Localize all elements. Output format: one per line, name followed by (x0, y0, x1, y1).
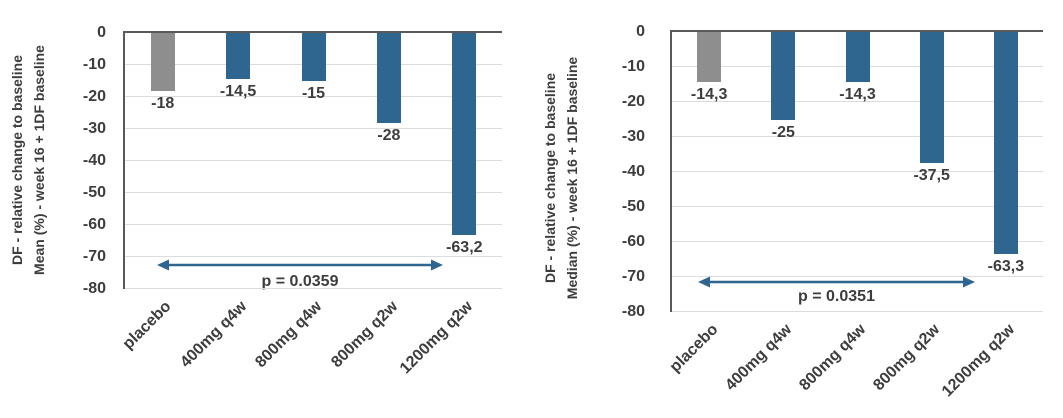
bar-1200mg-q2w (452, 33, 477, 236)
chart-median-panel: DF - relative change to baseline Median … (531, 0, 1063, 418)
y-tick-label: -10 (82, 56, 106, 73)
y-tick-label: -10 (621, 58, 645, 75)
y-tick-label: -80 (621, 303, 645, 320)
p-value-label-median: p = 0.0351 (798, 288, 875, 305)
y-tick-label: -50 (82, 184, 106, 201)
x-category-label: 1200mg q2w (938, 321, 1018, 401)
bar-value-label: -14,3 (690, 86, 728, 104)
gridline (125, 288, 502, 289)
bar-400mg-q4w (771, 32, 796, 120)
p-value-label-mean: p = 0.0359 (261, 273, 339, 290)
x-category-label: 800mg q2w (870, 321, 944, 395)
y-axis-title-line1: DF - relative change to baseline (9, 54, 25, 266)
bar-800mg-q2w (376, 33, 401, 123)
y-tick-label: -20 (82, 88, 106, 105)
y-tick-label: -40 (82, 152, 106, 169)
gridline (672, 206, 1043, 207)
bar-value-label: -37,5 (913, 167, 950, 185)
bar-1200mg-q2w (993, 32, 1018, 254)
x-category-label: placebo (666, 321, 722, 376)
y-tick-label: -60 (82, 216, 106, 233)
gridline (125, 96, 502, 97)
bar-value-label: -25 (771, 123, 795, 141)
chart-mean-panel: DF - relative change to baseline Mean (%… (0, 0, 531, 418)
bar-400mg-q4w (226, 33, 251, 80)
y-tick-label: -80 (82, 280, 106, 297)
y-tick-label: -30 (82, 120, 106, 137)
y-tick-label: -70 (82, 248, 106, 265)
bar-value-label: -63,2 (446, 239, 483, 257)
gridline (672, 171, 1043, 172)
y-tick-label: -60 (621, 233, 645, 250)
y-tick-label: -40 (621, 163, 645, 180)
gridline (672, 276, 1043, 277)
x-category-label: 1200mg q2w (397, 298, 477, 378)
gridline (125, 256, 502, 257)
x-category-label: 800mg q4w (796, 321, 870, 395)
bar-value-label: -63,3 (987, 257, 1025, 275)
bar-800mg-q4w (301, 33, 326, 81)
bar-value-label: -18 (151, 94, 175, 112)
y-tick-label: 0 (97, 24, 106, 41)
x-category-label: 800mg q4w (252, 298, 326, 372)
gridline (672, 101, 1043, 102)
bar-value-label: -14,5 (219, 83, 257, 101)
gridline (125, 192, 502, 193)
x-category-label: 400mg q4w (177, 298, 251, 372)
significance-double-arrow (157, 259, 443, 271)
bar-800mg-q4w (845, 32, 870, 83)
plot-area-mean: p = 0.0359 -18 placebo -14,5 400mg q4w -15 80… (120, 31, 502, 377)
y-tick-label: 0 (636, 23, 645, 40)
y-tick-label: -50 (621, 198, 645, 215)
bar-placebo (150, 33, 175, 91)
bar-placebo (697, 32, 722, 83)
significance-double-arrow (698, 276, 975, 288)
gridline (125, 160, 502, 161)
y-tick-label: -70 (621, 268, 645, 285)
gridline (672, 311, 1043, 312)
x-category-label: 800mg q2w (327, 298, 401, 372)
gridline (672, 136, 1043, 137)
bar-value-label: -15 (301, 85, 326, 102)
gridline (125, 128, 502, 129)
x-category-label: placebo (119, 298, 175, 353)
bar-800mg-q2w (919, 32, 944, 164)
bar-value-label: -14,3 (839, 86, 876, 104)
gridline (672, 241, 1043, 242)
x-category-label: 400mg q4w (722, 321, 796, 395)
y-axis-title-line1: DF - relative change to baseline (542, 72, 558, 284)
gridline (125, 224, 502, 225)
plot-area-median: p = 0.0351 -14,3 placebo -25 400mg q4w -14,3… (666, 30, 1043, 400)
y-tick-label: -30 (621, 128, 645, 145)
bar-value-label: -28 (377, 126, 401, 144)
y-tick-label: -20 (621, 93, 645, 110)
